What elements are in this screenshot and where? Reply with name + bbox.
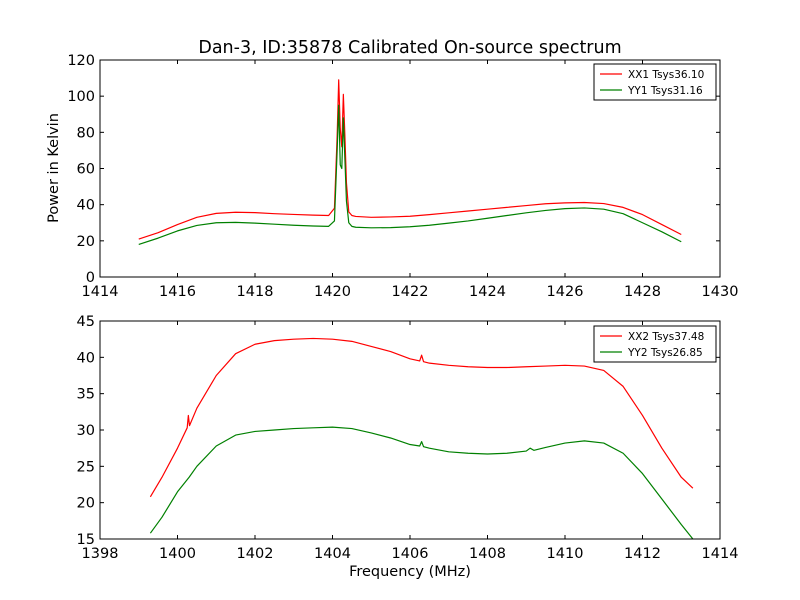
bottom-x-tick-label: 1408 [469,546,506,562]
bottom-x-tick-label: 1406 [392,546,429,562]
bottom-y-tick-label: 25 [77,459,95,475]
bottom-x-tick-label: 1398 [82,546,119,562]
bottom-series-line-xx [149,337,694,498]
top-x-tick-label: 1430 [702,284,739,300]
bottom-y-tick-label: 30 [77,423,95,439]
bottom-legend-label-yy: YY2 Tsys26.85 [627,347,703,359]
bottom-y-tick-label: 15 [77,532,95,548]
top-panel: 1414 1416 1418 1420 1422 1424 1426 1428 1430 0 20 4… [67,53,738,300]
top-series-line-yy [138,104,682,246]
bottom-x-tick-label: 1404 [314,546,351,562]
top-y-tick-label: 120 [67,53,95,69]
top-series-line-xx [138,79,682,240]
top-x-tick-label: 1422 [392,284,429,300]
bottom-x-tick-label: 1400 [159,546,196,562]
top-y-tick-label: 0 [86,270,95,286]
top-x-tick-label: 1420 [314,284,351,300]
top-legend-label-yy: YY1 Tsys31.16 [627,85,703,97]
bottom-x-tick-label: 1412 [624,546,661,562]
top-y-tick-label: 20 [77,234,95,250]
bottom-x-tick-label: 1414 [702,546,739,562]
top-x-tick-label: 1426 [547,284,584,300]
top-x-tick-label: 1416 [159,284,196,300]
bottom-x-tick-label: 1402 [237,546,274,562]
top-y-tick-label: 40 [77,198,95,214]
x-axis-label: Frequency (MHz) [349,564,471,580]
bottom-series-line-yy [149,426,694,539]
bottom-x-tick-label: 1410 [547,546,584,562]
top-x-tick-label: 1428 [624,284,661,300]
chart-title: Dan-3, ID:35878 Calibrated On-source spe… [198,38,621,58]
top-x-tick-label: 1424 [469,284,506,300]
top-legend: XX1 Tsys36.10 YY1 Tsys31.16 [593,63,717,101]
bottom-y-tick-label: 45 [77,314,95,330]
bottom-legend-label-xx: XX2 Tsys37.48 [628,331,704,343]
bottom-legend: XX2 Tsys37.48 YY2 Tsys26.85 [593,325,717,363]
top-y-tick-label: 60 [77,162,95,178]
top-legend-label-xx: XX1 Tsys36.10 [628,69,704,81]
bottom-y-tick-label: 40 [77,350,95,366]
y-axis-label: Power in Kelvin [46,113,62,223]
top-x-tick-label: 1418 [237,284,274,300]
bottom-y-tick-label: 35 [77,387,95,403]
bottom-legend-box [593,325,717,363]
top-legend-box [593,63,717,101]
bottom-y-tick-label: 20 [77,496,95,512]
top-x-tick-label: 1414 [82,284,119,300]
bottom-panel: 1398 1400 1402 1404 1406 1408 1410 1412 1414 15 20… [77,314,739,562]
top-y-tick-label: 100 [67,89,95,105]
top-y-tick-label: 80 [77,125,95,141]
